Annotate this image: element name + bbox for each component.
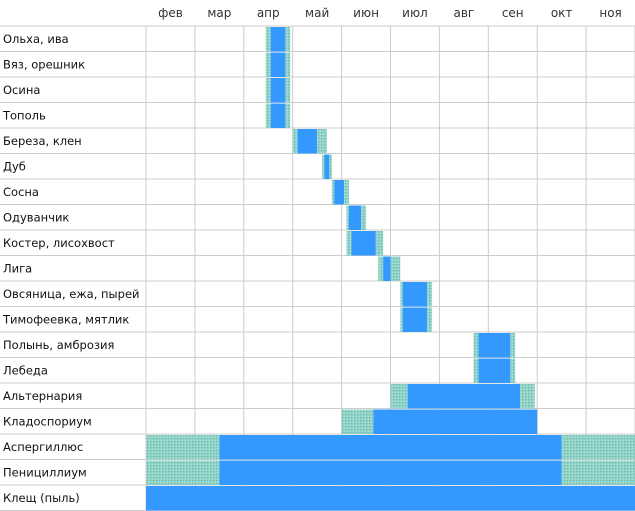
pollen-bar-peak (334, 180, 345, 205)
pollen-bar-edge (146, 435, 220, 460)
pollen-bar-edge (331, 180, 335, 205)
pollen-bar-edge (292, 129, 298, 154)
chart-bars (146, 27, 635, 511)
month-header: фев мар апр май июн июл авг сен окт ноя (158, 6, 622, 20)
pollen-bar-peak (270, 27, 286, 52)
pollen-bar-edge (146, 460, 220, 485)
pollen-bar-edge (400, 307, 403, 332)
month-label: июл (402, 6, 428, 20)
pollen-bar-edge (561, 460, 635, 485)
pollen-bar-edge (322, 154, 325, 179)
pollen-bar-edge (285, 27, 291, 52)
pollen-bar-peak (270, 103, 286, 128)
pollen-bar-edge (285, 103, 291, 128)
pollen-bar-edge (265, 78, 271, 103)
row-label: Береза, клен (3, 134, 82, 148)
pollen-bar-edge (361, 205, 367, 230)
row-label: Клещ (пыль) (3, 491, 80, 505)
pollen-bar-peak (270, 78, 286, 103)
pollen-bar-edge (341, 409, 374, 434)
pollen-bar-edge (265, 27, 271, 52)
row-label: Овсяница, ежа, пырей (3, 287, 140, 301)
row-label: Сосна (3, 185, 39, 199)
pollen-bar-edge (427, 282, 433, 307)
pollen-bar-edge (344, 180, 349, 205)
pollen-bar-edge (375, 231, 384, 256)
pollen-bar-edge (346, 205, 349, 230)
row-label: Дуб (3, 159, 26, 173)
month-label: окт (551, 6, 573, 20)
row-label: Тимофеевка, мятлик (2, 312, 129, 326)
pollen-bar-edge (427, 307, 433, 332)
row-label: Аспергиллюс (3, 440, 83, 454)
row-label: Костер, лисохвост (3, 236, 115, 250)
pollen-bar-peak (402, 282, 428, 307)
month-label: сен (502, 6, 524, 20)
row-label: Лига (3, 261, 32, 275)
pollen-bar-peak (383, 256, 391, 281)
row-label: Пенициллиум (3, 465, 87, 479)
pollen-bar-edge (561, 435, 635, 460)
pollen-bar-peak (373, 409, 538, 434)
row-label: Вяз, орешник (3, 57, 85, 71)
month-label: апр (257, 6, 280, 20)
row-label: Одуванчик (3, 210, 69, 224)
row-label: Полынь, амброзия (3, 338, 114, 352)
row-label: Лебеда (3, 363, 48, 377)
pollen-bar-edge (390, 256, 401, 281)
pollen-bar-peak (478, 333, 511, 358)
pollen-bar-peak (270, 52, 286, 77)
pollen-bar-peak (402, 307, 428, 332)
month-label: мар (207, 6, 231, 20)
pollen-bar-peak (219, 435, 562, 460)
month-label: май (305, 6, 329, 20)
pollen-bar-edge (285, 52, 291, 77)
pollen-bar-edge (317, 129, 327, 154)
month-label: июн (353, 6, 379, 20)
month-label: фев (158, 6, 183, 20)
pollen-bar-peak (407, 384, 521, 409)
row-label: Альтернария (3, 389, 82, 403)
row-label: Тополь (2, 108, 46, 122)
pollen-bar-edge (285, 78, 291, 103)
month-label: ноя (599, 6, 621, 20)
pollen-bar-peak (297, 129, 318, 154)
pollen-bar-edge (510, 333, 516, 358)
row-label: Осина (3, 83, 40, 97)
pollen-bar-peak (146, 486, 635, 511)
pollen-bar-peak (351, 231, 376, 256)
pollen-bar-peak (219, 460, 562, 485)
pollen-bar-edge (378, 256, 384, 281)
pollen-bar-peak (348, 205, 362, 230)
pollen-bar-edge (390, 384, 408, 409)
pollen-bar-edge (473, 358, 479, 383)
pollen-bar-edge (265, 52, 271, 77)
row-label: Ольха, ива (3, 32, 69, 46)
row-labels: Ольха, ива Вяз, орешник Осина Тополь Береза,… (2, 32, 140, 505)
pollen-bar-edge (400, 282, 403, 307)
month-label: авг (453, 6, 474, 20)
pollen-bar-edge (346, 231, 352, 256)
pollen-bar-edge (520, 384, 535, 409)
row-label: Кладоспориум (3, 414, 92, 428)
pollen-bar-edge (265, 103, 271, 128)
pollen-bar-edge (329, 154, 332, 179)
pollen-bar-edge (473, 333, 479, 358)
pollen-bar-peak (478, 358, 511, 383)
pollen-bar-peak (324, 154, 330, 179)
pollen-bar-edge (510, 358, 516, 383)
